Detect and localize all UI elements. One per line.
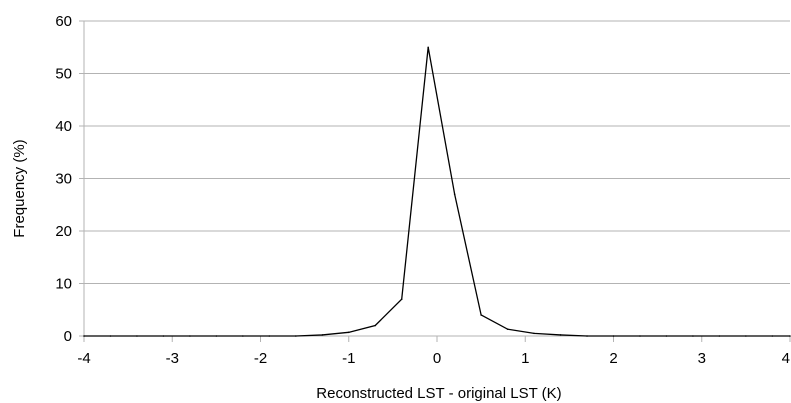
data-point (321, 334, 324, 336)
data-point (400, 298, 403, 301)
labels: 0 10 20 30 40 50 60 -4 -3 -2 -1 0 1 2 3 4 (55, 13, 790, 367)
x-tick-label: 2 (609, 350, 617, 367)
data-point (242, 335, 244, 337)
data-point (136, 335, 138, 337)
x-tick-label: -4 (77, 350, 90, 367)
x-tick-label: 1 (521, 350, 529, 367)
y-tick-label: 0 (64, 328, 72, 345)
x-tick-label: -2 (254, 350, 267, 367)
data-point (639, 335, 641, 337)
data-point (718, 335, 721, 337)
data-point (295, 335, 297, 337)
data-point (109, 335, 112, 337)
series-layer (83, 46, 791, 337)
series-line (84, 47, 790, 337)
data-point (665, 335, 668, 337)
data-point (453, 193, 456, 196)
data-point (789, 335, 791, 337)
x-tick-label: 3 (698, 350, 706, 367)
data-point (480, 314, 482, 316)
y-tick-label: 60 (55, 13, 72, 30)
y-axis-title: Frequency (%) (11, 139, 28, 237)
data-point (559, 334, 562, 336)
x-tick-label: 4 (782, 350, 790, 367)
data-point (533, 332, 535, 335)
data-point (692, 335, 694, 337)
data-point (612, 335, 615, 337)
data-point (745, 335, 747, 337)
data-point (215, 335, 218, 337)
data-point (586, 335, 588, 337)
y-tick-label: 10 (55, 276, 72, 293)
x-tick-label: -3 (166, 350, 179, 367)
data-point (427, 46, 429, 49)
axes (79, 20, 791, 342)
data-point (83, 335, 85, 337)
gridlines (84, 20, 790, 284)
x-tick-label: 0 (433, 350, 441, 367)
data-point (374, 324, 377, 327)
y-tick-label: 30 (55, 171, 72, 188)
data-point (506, 328, 509, 330)
data-point (189, 335, 191, 337)
y-tick-label: 50 (55, 66, 72, 83)
data-point (268, 335, 271, 337)
x-axis-title: Reconstructed LST - original LST (K) (316, 385, 561, 402)
x-tick-label: -1 (342, 350, 355, 367)
y-tick-label: 20 (55, 223, 72, 240)
data-point (162, 335, 165, 337)
y-tick-label: 40 (55, 118, 72, 135)
data-point (347, 331, 350, 334)
data-point (771, 335, 774, 337)
